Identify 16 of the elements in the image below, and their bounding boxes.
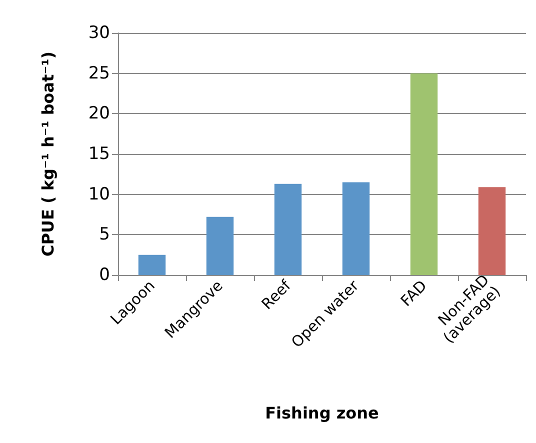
bar [478,187,506,275]
y-tick-label: 30 [88,23,110,43]
y-tick-label: 10 [88,184,110,204]
x-tick-label: FAD [397,276,430,310]
y-tick-label: 0 [99,265,110,285]
x-axis-title: Fishing zone [265,404,380,422]
y-axis-title: CPUE ( kg⁻¹ h⁻¹ boat⁻¹) [38,51,58,257]
bar [206,216,234,275]
bar [274,184,302,275]
bar [342,182,370,275]
y-tick-label: 25 [88,63,110,84]
y-tick-label: 15 [88,144,110,164]
bar [138,254,166,275]
bar [410,73,438,275]
y-tick-label: 20 [88,104,110,124]
y-tick-label: 5 [99,224,110,245]
